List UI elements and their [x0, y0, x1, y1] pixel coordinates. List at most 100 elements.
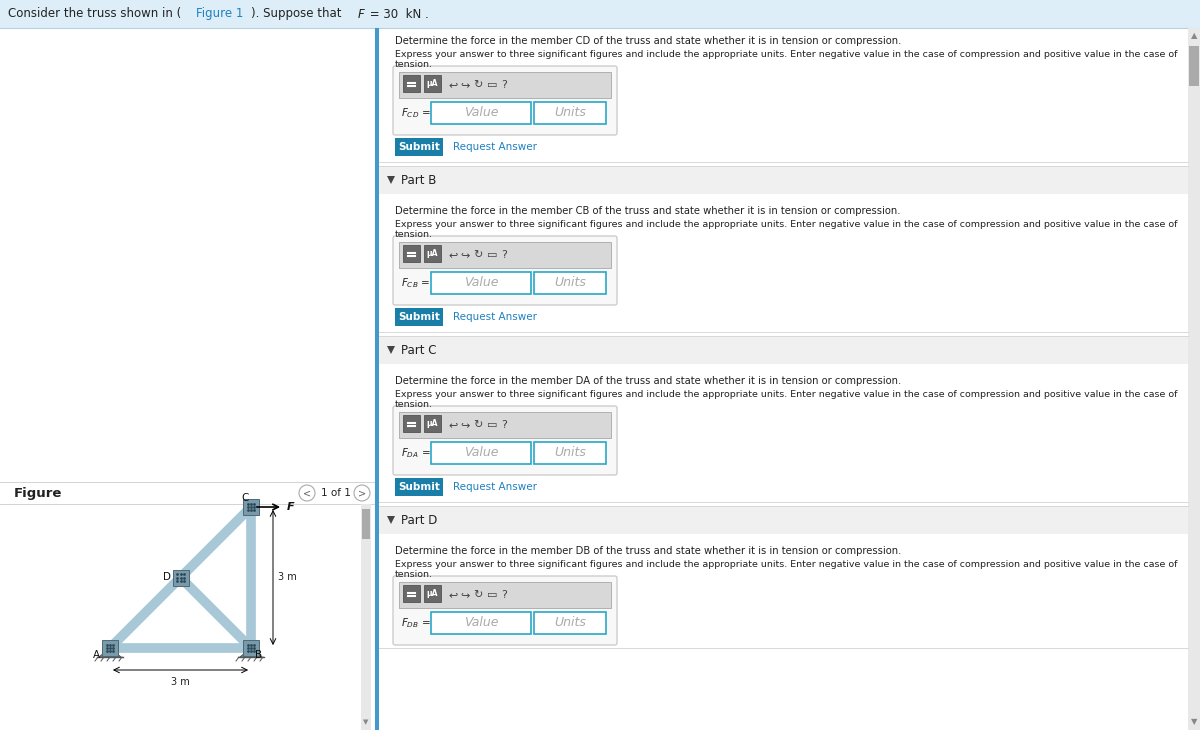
Text: ?: ?: [502, 80, 506, 90]
Polygon shape: [386, 346, 395, 354]
Text: Determine the force in the member CB of the truss and state whether it is in ten: Determine the force in the member CB of …: [395, 206, 900, 216]
Bar: [395, 138, 443, 156]
FancyBboxPatch shape: [394, 236, 617, 305]
Bar: [424, 75, 442, 92]
Text: B: B: [256, 650, 262, 660]
Text: ↻: ↻: [473, 80, 482, 90]
Text: 3 m: 3 m: [278, 572, 296, 583]
Text: Determine the force in the member DB of the truss and state whether it is in ten: Determine the force in the member DB of …: [395, 546, 901, 556]
Text: 3 m: 3 m: [172, 677, 190, 687]
Bar: [0, 482, 374, 504]
Bar: [102, 640, 118, 656]
Bar: [431, 612, 530, 634]
Text: Express your answer to three significant figures and include the appropriate uni: Express your answer to three significant…: [395, 560, 1177, 580]
Text: Determine the force in the member DA of the truss and state whether it is in ten: Determine the force in the member DA of …: [395, 376, 901, 386]
Text: Part D: Part D: [401, 513, 437, 526]
Circle shape: [299, 485, 314, 501]
Bar: [379, 506, 1188, 534]
Bar: [403, 415, 420, 432]
Text: ↻: ↻: [473, 590, 482, 600]
Bar: [534, 442, 606, 464]
Text: $F_{CD}$ =: $F_{CD}$ =: [401, 106, 431, 120]
Bar: [379, 336, 1188, 364]
Bar: [395, 478, 443, 496]
Bar: [403, 585, 420, 602]
Text: >: >: [358, 488, 366, 498]
Bar: [362, 509, 370, 539]
Text: Part C: Part C: [401, 344, 437, 356]
Text: Submit: Submit: [398, 482, 440, 492]
Bar: [0, 28, 374, 730]
Text: Determine the force in the member CD of the truss and state whether it is in ten: Determine the force in the member CD of …: [395, 36, 901, 46]
Text: ▭: ▭: [487, 80, 497, 90]
Bar: [398, 242, 611, 268]
Text: $F_{CB}$ =: $F_{CB}$ =: [401, 276, 431, 290]
Circle shape: [354, 485, 370, 501]
Text: Express your answer to three significant figures and include the appropriate uni: Express your answer to three significant…: [395, 220, 1177, 239]
Bar: [242, 640, 259, 656]
Text: μA: μA: [426, 418, 438, 428]
Text: ▭: ▭: [487, 250, 497, 260]
Text: Units: Units: [554, 107, 586, 120]
Bar: [374, 28, 379, 730]
Text: Units: Units: [554, 617, 586, 629]
Bar: [361, 504, 371, 730]
Bar: [534, 612, 606, 634]
Text: ↩: ↩: [449, 590, 457, 600]
Bar: [398, 582, 611, 608]
Bar: [173, 569, 188, 585]
Text: ). Suppose that: ). Suppose that: [251, 7, 346, 20]
Text: ↪: ↪: [461, 80, 469, 90]
Text: F: F: [358, 7, 365, 20]
Text: ↩: ↩: [449, 420, 457, 430]
Bar: [374, 28, 1200, 730]
Text: Value: Value: [463, 617, 498, 629]
Text: Submit: Submit: [398, 312, 440, 322]
Text: Part B: Part B: [401, 174, 437, 186]
FancyBboxPatch shape: [394, 66, 617, 135]
Text: Value: Value: [463, 447, 498, 459]
Text: ↪: ↪: [461, 420, 469, 430]
Text: F: F: [287, 502, 295, 512]
Text: <: <: [302, 488, 311, 498]
Text: ↻: ↻: [473, 250, 482, 260]
Bar: [242, 499, 259, 515]
Text: Express your answer to three significant figures and include the appropriate uni: Express your answer to three significant…: [395, 390, 1177, 410]
Text: ?: ?: [502, 420, 506, 430]
Text: ▲: ▲: [1190, 31, 1198, 40]
Bar: [403, 75, 420, 92]
Bar: [424, 415, 442, 432]
Text: Value: Value: [463, 107, 498, 120]
Text: Request Answer: Request Answer: [454, 142, 538, 152]
Bar: [403, 245, 420, 262]
Bar: [431, 272, 530, 294]
Text: Figure: Figure: [14, 486, 62, 499]
Text: Figure 1: Figure 1: [196, 7, 244, 20]
Text: C: C: [241, 493, 250, 503]
Text: ↪: ↪: [461, 590, 469, 600]
Polygon shape: [240, 648, 262, 657]
Bar: [534, 272, 606, 294]
Text: Submit: Submit: [398, 142, 440, 152]
FancyBboxPatch shape: [394, 576, 617, 645]
Text: $F_{DA}$ =: $F_{DA}$ =: [401, 446, 431, 460]
Polygon shape: [386, 176, 395, 184]
Text: ↩: ↩: [449, 250, 457, 260]
Text: 1 of 1: 1 of 1: [322, 488, 350, 498]
Text: Express your answer to three significant figures and include the appropriate uni: Express your answer to three significant…: [395, 50, 1177, 69]
Text: μA: μA: [426, 588, 438, 597]
Text: ↻: ↻: [473, 420, 482, 430]
Bar: [424, 585, 442, 602]
Text: ↪: ↪: [461, 250, 469, 260]
Bar: [1188, 28, 1200, 730]
Text: ▭: ▭: [487, 420, 497, 430]
Bar: [395, 308, 443, 326]
Bar: [0, 0, 1200, 28]
Text: D: D: [162, 572, 170, 583]
Text: Request Answer: Request Answer: [454, 482, 538, 492]
Text: $F_{DB}$ =: $F_{DB}$ =: [401, 616, 431, 630]
Polygon shape: [386, 516, 395, 524]
Text: ?: ?: [502, 590, 506, 600]
Bar: [431, 102, 530, 124]
Text: ↩: ↩: [449, 80, 457, 90]
